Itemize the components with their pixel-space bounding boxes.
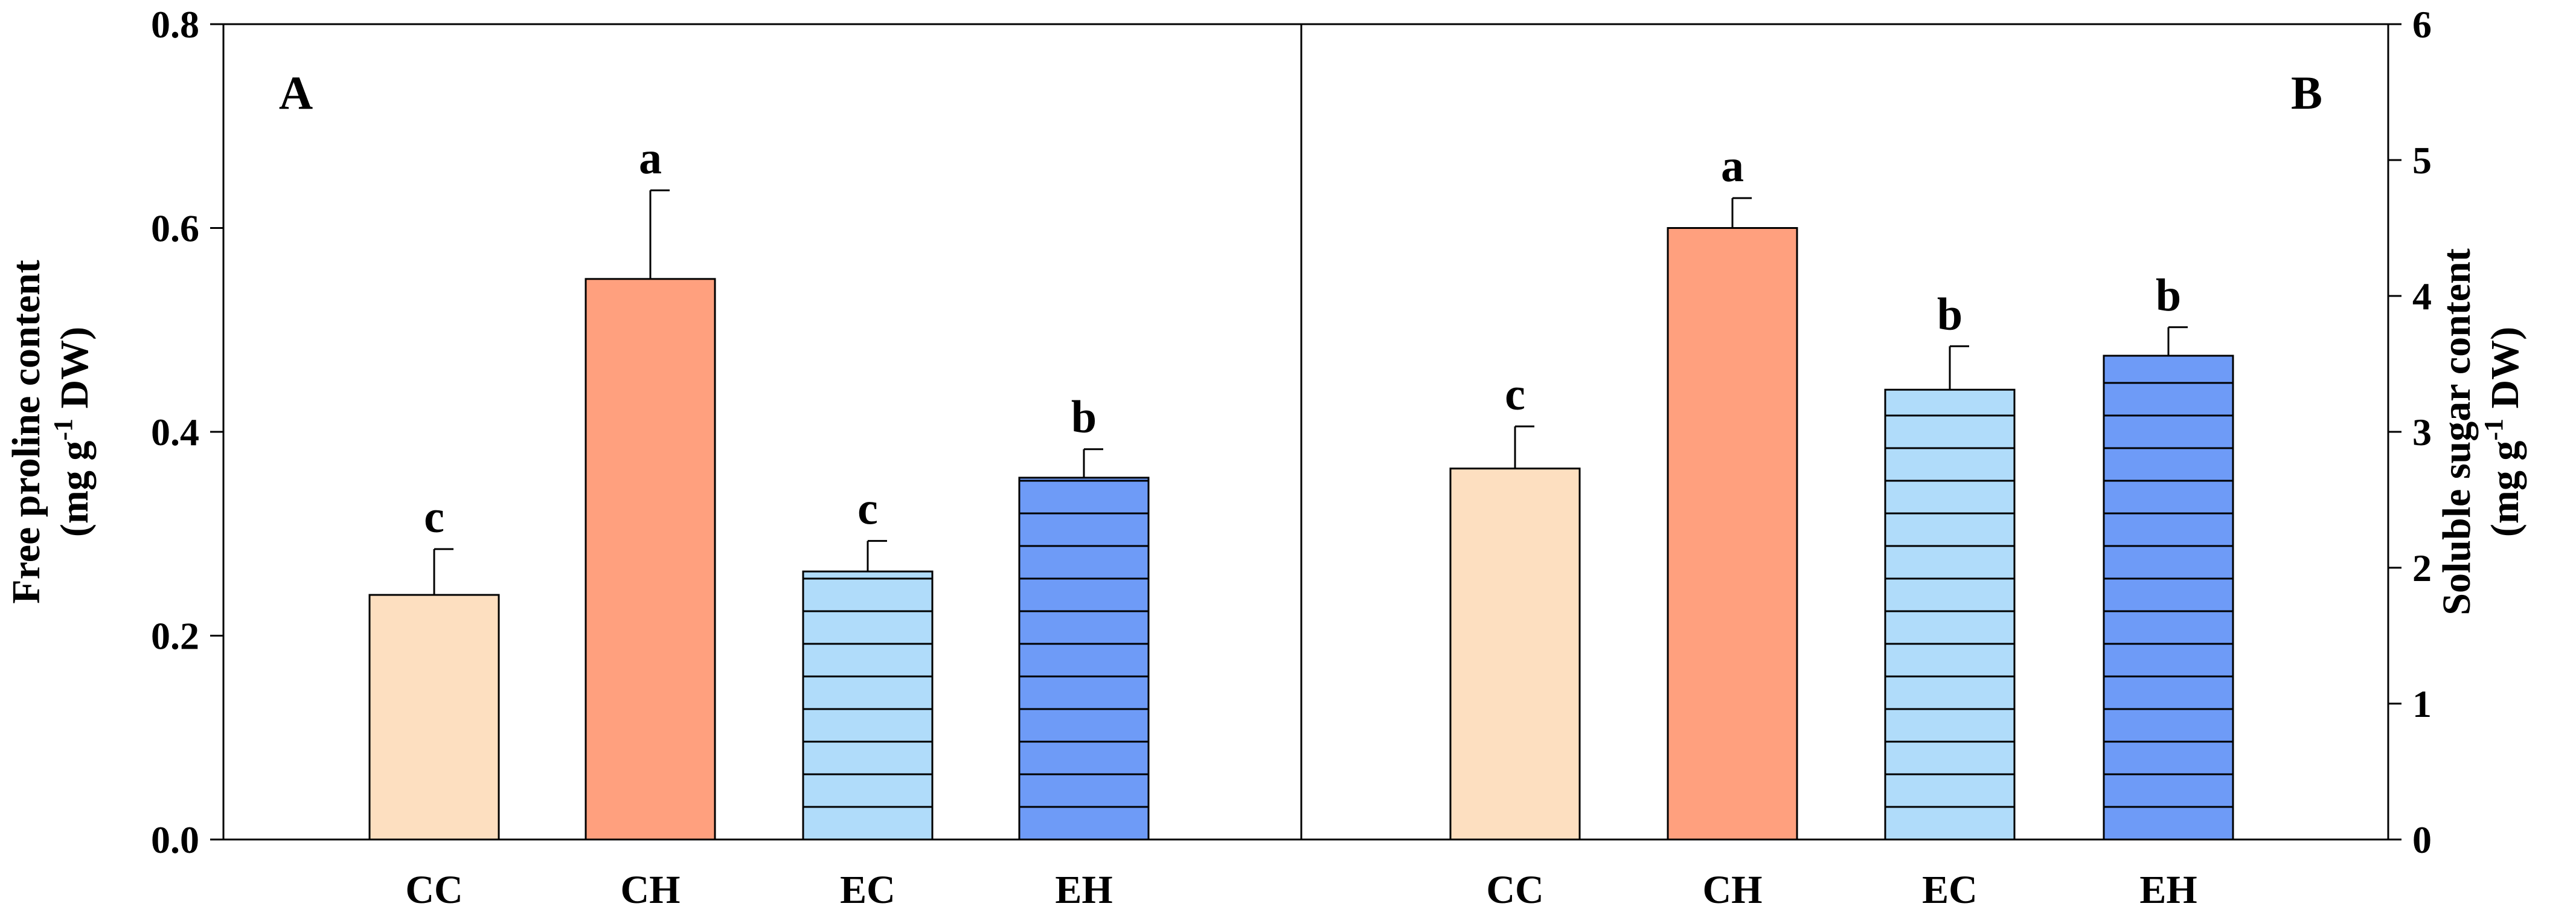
y-axis-title: Free proline content (mg g-1 DW) bbox=[4, 260, 97, 603]
y-tick-label: 4 bbox=[2412, 275, 2432, 318]
y-tick-label: 0.6 bbox=[151, 207, 199, 250]
y-axis-title-line1: Soluble sugar content bbox=[2435, 248, 2479, 615]
y-axis-title-line2: (mg g-1 DW) bbox=[2479, 327, 2527, 537]
x-tick-label: CH bbox=[1703, 868, 1763, 912]
y-tick-label: 0.4 bbox=[151, 411, 199, 454]
y-axis-title: Soluble sugar content (mg g-1 DW) bbox=[2435, 248, 2527, 615]
x-tick-label: CC bbox=[1486, 868, 1543, 912]
y-tick-label: 6 bbox=[2412, 3, 2432, 46]
plot-frame bbox=[222, 23, 2389, 841]
bar-EH bbox=[2103, 355, 2234, 841]
panel-label: B bbox=[2291, 66, 2322, 119]
significance-label: b bbox=[1937, 289, 1962, 339]
x-tick-label: CH bbox=[621, 868, 681, 912]
significance-label: b bbox=[1071, 392, 1097, 443]
bar-CH bbox=[1667, 227, 1798, 841]
y-tick-label: 2 bbox=[2412, 547, 2432, 589]
bar-CC bbox=[1449, 467, 1581, 841]
significance-label: b bbox=[2156, 270, 2181, 321]
panel-label: A bbox=[279, 66, 313, 119]
panel-A: 0.0 0.2 0.4 0.6 0.8 Free proline content (mg g… bbox=[4, 3, 1150, 912]
y-tick-label: 1 bbox=[2412, 682, 2432, 725]
y-tick-label: 0.8 bbox=[151, 3, 199, 46]
y-tick-label: 0.0 bbox=[151, 818, 199, 861]
x-tick-label: EC bbox=[1922, 868, 1978, 912]
panel-B: 0 1 2 3 4 5 6 Soluble sugar content (mg g-1 DW) B… bbox=[1449, 3, 2527, 912]
significance-label: c bbox=[424, 492, 444, 542]
y-tick-label: 3 bbox=[2412, 411, 2432, 454]
x-tick-label: CC bbox=[405, 868, 463, 912]
bar-CH bbox=[585, 278, 716, 841]
y-tick-label: 5 bbox=[2412, 139, 2432, 182]
significance-label: a bbox=[1721, 141, 1744, 191]
y-tick-label: 0 bbox=[2412, 818, 2432, 861]
significance-label: a bbox=[639, 133, 662, 184]
y-axis-title-line2: (mg g-1 DW) bbox=[48, 327, 97, 537]
y-axis-title-line1: Free proline content bbox=[4, 260, 48, 603]
x-tick-label: EC bbox=[840, 868, 896, 912]
x-tick-label: EH bbox=[1055, 868, 1112, 912]
significance-label: c bbox=[857, 484, 878, 535]
y-tick-label: 0.2 bbox=[151, 615, 199, 658]
bar-CC bbox=[368, 594, 500, 841]
x-tick-label: EH bbox=[2139, 868, 2197, 912]
bar-EH bbox=[1018, 477, 1150, 841]
significance-label: c bbox=[1505, 369, 1525, 420]
bar-EC bbox=[1884, 388, 2016, 841]
